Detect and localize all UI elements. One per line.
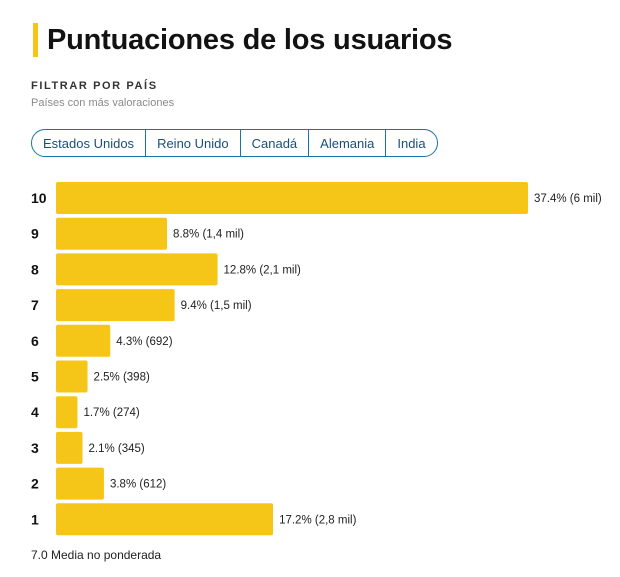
- rating-tick-2: 2: [31, 476, 39, 492]
- rating-label-2: 3.8% (612): [110, 479, 166, 491]
- country-chip-canada[interactable]: Canadá: [239, 130, 309, 156]
- rating-label-3: 2.1% (345): [89, 443, 145, 455]
- rating-label-9: 8.8% (1,4 mil): [173, 229, 244, 241]
- rating-tick-10: 10: [31, 190, 47, 206]
- rating-tick-4: 4: [31, 404, 39, 420]
- rating-bar-10[interactable]: [56, 182, 528, 214]
- rating-label-6: 4.3% (692): [116, 336, 172, 348]
- rating-tick-7: 7: [31, 297, 39, 313]
- rating-label-4: 1.7% (274): [83, 407, 139, 419]
- country-chip-alemania[interactable]: Alemania: [308, 130, 385, 156]
- filter-subtitle: Países con más valoraciones: [31, 97, 175, 109]
- rating-label-5: 2.5% (398): [94, 372, 150, 384]
- country-chip-estados-unidos[interactable]: Estados Unidos: [43, 135, 135, 151]
- rating-label-1: 17.2% (2,8 mil): [279, 514, 357, 526]
- page-title-container: Puntuaciones de los usuarios: [33, 22, 453, 58]
- rating-tick-5: 5: [31, 369, 39, 385]
- rating-tick-1: 1: [31, 511, 39, 527]
- title-accent-bar: [33, 23, 38, 57]
- country-filter-group: Estados Unidos Reino Unido Canadá Aleman…: [31, 129, 438, 157]
- rating-bar-6[interactable]: [56, 324, 111, 357]
- rating-bar-1[interactable]: [56, 503, 274, 536]
- filter-label: FILTRAR POR PAÍS: [31, 80, 158, 92]
- country-chip-reino-unido[interactable]: Reino Unido: [145, 130, 240, 156]
- page-title: Puntuaciones de los usuarios: [47, 23, 453, 56]
- rating-tick-9: 9: [31, 226, 39, 242]
- rating-bar-3[interactable]: [56, 431, 83, 464]
- rating-bar-5[interactable]: [56, 360, 88, 393]
- rating-label-7: 9.4% (1,5 mil): [181, 300, 252, 312]
- rating-tick-8: 8: [31, 261, 39, 277]
- rating-bar-8[interactable]: [56, 253, 218, 286]
- rating-bar-9[interactable]: [56, 217, 168, 250]
- rating-tick-3: 3: [31, 440, 39, 456]
- rating-bar-7[interactable]: [56, 289, 175, 322]
- rating-bar-2[interactable]: [56, 467, 104, 500]
- rating-bar-4[interactable]: [56, 396, 78, 429]
- rating-label-10: 37.4% (6 mil): [534, 193, 602, 205]
- rating-tick-6: 6: [31, 333, 39, 349]
- country-chip-india[interactable]: India: [385, 130, 436, 156]
- rating-label-8: 12.8% (2,1 mil): [224, 264, 302, 276]
- unweighted-mean: 7.0 Media no ponderada: [31, 548, 162, 562]
